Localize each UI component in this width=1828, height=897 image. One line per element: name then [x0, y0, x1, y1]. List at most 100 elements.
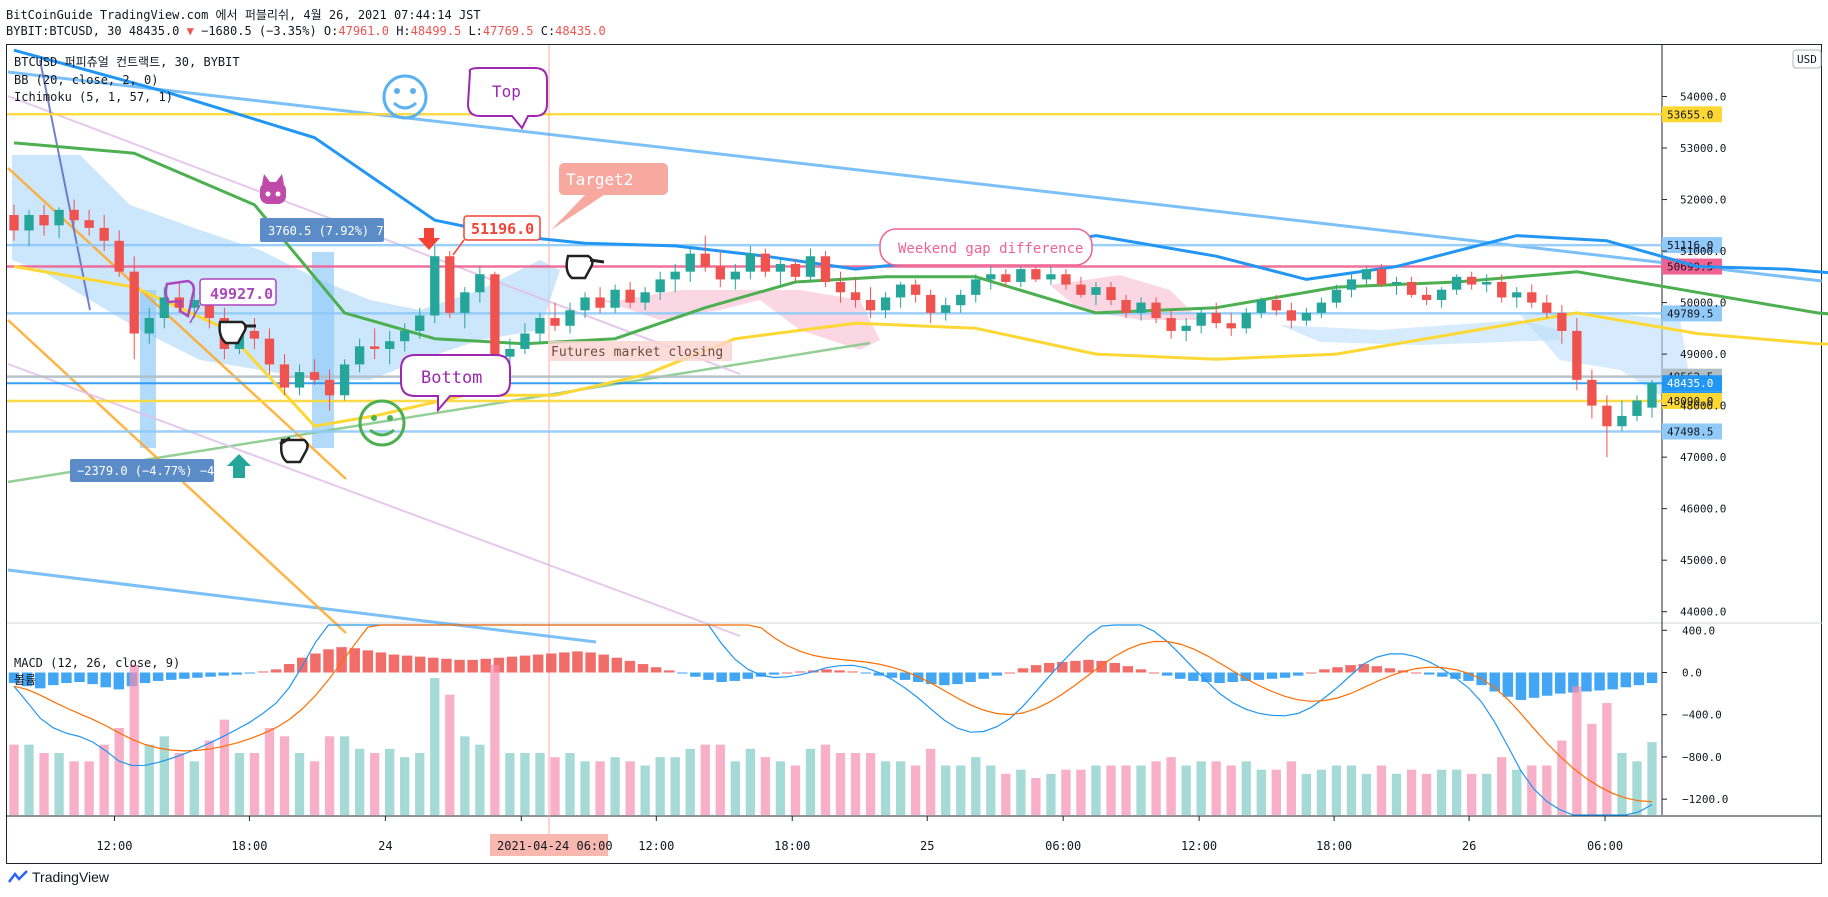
macd-histogram-bar — [257, 671, 269, 673]
trendline-green — [7, 341, 871, 484]
volume-bar — [1241, 761, 1251, 815]
volume-bar — [670, 757, 680, 815]
trendline-violet — [7, 363, 741, 637]
macd-histogram-bar — [1620, 672, 1632, 688]
candle-body — [910, 284, 921, 295]
macd-histogram-bar — [1122, 666, 1134, 673]
candle-body — [174, 297, 184, 308]
volume-bar — [520, 753, 530, 815]
volume-bar — [760, 757, 771, 815]
signal-line — [13, 624, 1653, 803]
macd-histogram-bar — [729, 672, 740, 681]
volume-bar — [339, 736, 350, 815]
candle-body — [655, 279, 665, 293]
level-price-badge — [1662, 423, 1722, 440]
candle-body — [565, 310, 575, 326]
level-price-label: 48435.0 — [1667, 377, 1713, 390]
level-price-label: 53655.0 — [1667, 108, 1713, 121]
volume-bar — [1091, 765, 1101, 815]
price-49927-callout: 49927.0 — [189, 278, 277, 324]
candle-body — [430, 256, 440, 316]
volume-bar — [475, 744, 485, 815]
candle-body — [1196, 312, 1206, 326]
volume-bar — [1451, 769, 1462, 815]
volume-bar — [1121, 765, 1131, 815]
volume-bar — [1286, 761, 1296, 815]
macd-histogram-bar — [362, 650, 374, 673]
volume-bar — [1346, 765, 1357, 815]
legend-macd: MACD (12, 26, close, 9) — [14, 656, 180, 670]
candle-body — [1391, 281, 1402, 285]
candle-body — [445, 256, 455, 313]
volume-bar — [144, 744, 154, 815]
macd-histogram-bar — [21, 672, 33, 687]
volume-bar — [700, 744, 710, 815]
weekend-gap-label: Weekend gap difference — [898, 241, 1083, 257]
volume-bar — [1196, 761, 1206, 815]
candle-body — [775, 263, 786, 272]
macd-histogram-bar — [1135, 669, 1147, 673]
ma-line-bb-basis — [13, 141, 1828, 346]
candle-body — [1226, 323, 1236, 329]
candle-body — [971, 279, 981, 295]
volume-bar — [39, 753, 49, 815]
price-tick-label: 52000.0 — [1680, 194, 1726, 207]
volume-bar — [1482, 773, 1492, 815]
level-price-label: 48090.0 — [1667, 395, 1713, 408]
chart-frame[interactable] — [6, 44, 1822, 864]
candle-body — [1557, 312, 1567, 331]
candle-body — [700, 253, 710, 267]
candle-body — [475, 274, 485, 293]
candle-body — [490, 274, 500, 357]
volume-bar — [1211, 761, 1221, 815]
candle-body — [1331, 289, 1342, 303]
candle-body — [24, 215, 34, 231]
trendline-orange — [7, 167, 347, 480]
macd-histogram-bar — [781, 672, 793, 674]
currency-badge[interactable] — [1792, 49, 1822, 69]
macd-histogram-bar — [61, 672, 72, 684]
macd-histogram-bar — [231, 672, 243, 675]
candle-body — [1166, 318, 1176, 331]
candle-body — [309, 372, 320, 380]
candle-body — [520, 333, 530, 349]
macd-histogram-bar — [598, 654, 609, 673]
macd-histogram-bar — [1515, 672, 1527, 700]
macd-histogram-bar — [1384, 668, 1396, 673]
price-tick-label: 46000.0 — [1680, 503, 1726, 516]
macd-histogram-bar — [192, 672, 203, 678]
candle-body — [835, 281, 846, 293]
level-price-label: 50699.5 — [1667, 261, 1713, 274]
macd-histogram-bar — [139, 672, 151, 684]
time-tick-label: 18:00 — [1316, 839, 1352, 853]
volume-bar — [1602, 703, 1612, 815]
tradingview-footer[interactable]: TradingView — [8, 869, 109, 885]
macd-histogram-bar — [87, 672, 98, 685]
macd-line — [13, 624, 1653, 816]
volume-bar — [595, 761, 605, 815]
candle-body — [895, 284, 906, 298]
volume-bar — [1557, 740, 1567, 815]
macd-histogram-bar — [1306, 672, 1317, 674]
price-tick-label: 49000.0 — [1680, 348, 1726, 361]
candle-body — [1286, 310, 1296, 321]
macd-histogram-bar — [1161, 672, 1173, 676]
macd-histogram-bar — [1279, 672, 1291, 678]
time-tick-label: 25 — [920, 839, 934, 853]
macd-histogram-bar — [349, 648, 360, 673]
measure-up-label: 3760.5 (7.92%) 7521 — [260, 218, 405, 242]
candle-body — [385, 341, 395, 349]
target2-label: Target2 — [566, 170, 633, 189]
candle-body — [805, 256, 816, 277]
macd-histogram-bar — [388, 654, 400, 673]
candle-body — [264, 338, 275, 365]
volume-bar — [159, 736, 169, 815]
volume-bar — [1587, 723, 1597, 815]
macd-histogram-bar — [690, 672, 701, 677]
price-51196-label: 51196.0 — [471, 220, 534, 238]
candle-body — [505, 348, 515, 357]
candle-body — [550, 318, 560, 326]
up-arrow-marker-icon — [227, 454, 251, 478]
macd-histogram-bar — [310, 653, 321, 673]
